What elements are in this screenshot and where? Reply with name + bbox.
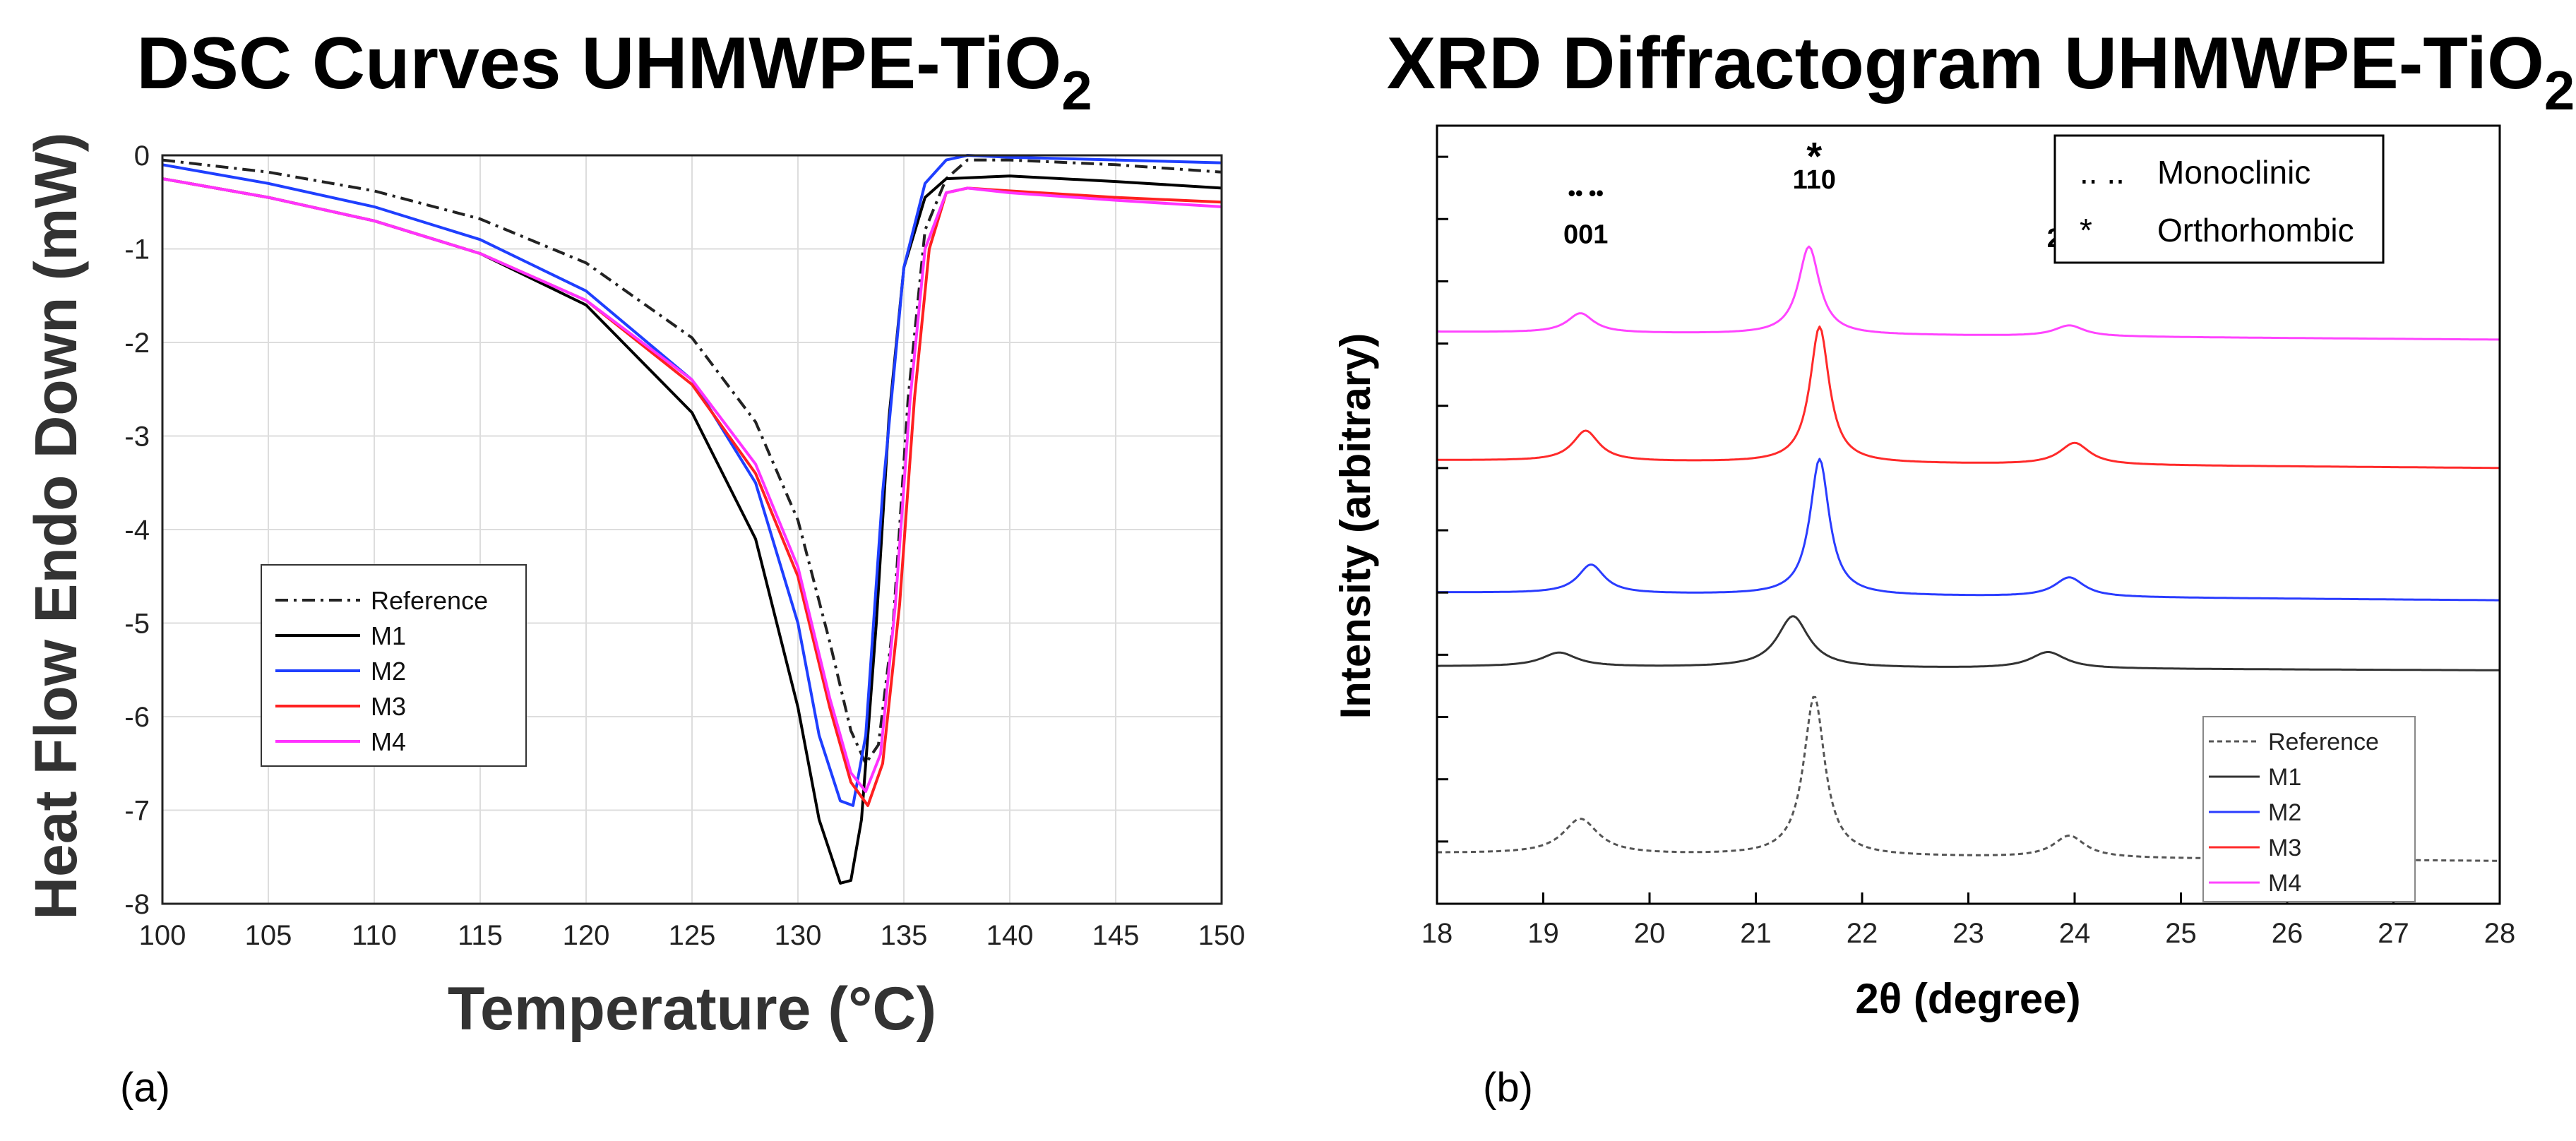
dsc-series-reference <box>162 158 1222 765</box>
dsc-x-tick-label: 140 <box>986 920 1034 951</box>
xrd-x-tick-label: 25 <box>2165 918 2197 949</box>
dsc-plot-frame <box>161 154 1223 905</box>
xrd-x-tick-label: 27 <box>2378 918 2409 949</box>
panel-a-label: (a) <box>120 1065 170 1111</box>
dsc-x-tick-label: 145 <box>1092 920 1140 951</box>
xrd-peak-annotation: 110 <box>1793 165 1836 195</box>
xrd-phase-legend-box <box>2053 134 2385 264</box>
dsc-x-tick-label: 105 <box>245 920 292 951</box>
xrd-x-tick-label: 28 <box>2484 918 2516 949</box>
xrd-y-axis-label: Intensity (arbitrary) <box>1332 333 1379 719</box>
dsc-legend-label: M3 <box>371 692 406 721</box>
xrd-legend-label: M2 <box>2268 799 2301 826</box>
dsc-x-tick-label: 135 <box>881 920 928 951</box>
xrd-series-lines <box>1437 245 2500 862</box>
dsc-x-tick-label: 115 <box>458 920 503 951</box>
xrd-peak-annotations: •• ••001*110*200 <box>1563 134 2092 253</box>
dsc-y-tick-label: 0 <box>134 141 150 172</box>
dsc-series-lines <box>162 154 1222 885</box>
dsc-legend-label: M1 <box>371 621 406 650</box>
xrd-chart: XRD Diffractogram UHMWPE-TiO2 18 19 20 21 22… <box>1332 23 2575 1022</box>
dsc-x-tick-label: 100 <box>139 920 186 951</box>
xrd-y-tick-marks <box>1437 155 1448 905</box>
dsc-y-tick-label: -5 <box>124 609 150 640</box>
xrd-x-tick-label: 22 <box>1847 918 1878 949</box>
dsc-x-tick-labels: 100 105 110 115 120 125 130 135 140 145 150 <box>139 920 1246 951</box>
xrd-x-tick-label: 26 <box>2272 918 2303 949</box>
xrd-series-m1 <box>1437 615 2500 671</box>
dsc-y-tick-label: -6 <box>124 702 150 733</box>
dsc-x-axis-label: Temperature (°C) <box>448 975 936 1043</box>
dsc-y-tick-label: -1 <box>124 234 150 265</box>
xrd-x-tick-label: 24 <box>2059 918 2091 949</box>
dsc-y-tick-label: -7 <box>124 796 150 827</box>
dsc-x-tick-label: 150 <box>1198 920 1246 951</box>
xrd-x-tick-label: 18 <box>1421 918 1453 949</box>
dsc-y-tick-label: -3 <box>124 422 150 453</box>
dsc-title-subscript: 2 <box>1061 59 1092 121</box>
xrd-legend-box <box>2202 716 2416 902</box>
xrd-phase-label: Orthorhombic <box>2157 212 2354 249</box>
xrd-phase-label: Monoclinic <box>2157 154 2310 191</box>
xrd-phase-legend-items: .. .. Monoclinic * Orthorhombic <box>2080 154 2354 249</box>
xrd-series-m3 <box>1437 325 2500 470</box>
xrd-x-tick-label: 19 <box>1527 918 1559 949</box>
dsc-x-tick-label: 110 <box>352 920 397 951</box>
dsc-y-tick-labels: -8 -7 -6 -5 -4 -3 -2 -1 0 <box>124 141 150 920</box>
xrd-phase-marker: .. .. <box>2080 154 2125 191</box>
panel-b-label: (b) <box>1483 1065 1533 1111</box>
dsc-title: DSC Curves UHMWPE-TiO2 <box>136 23 1092 121</box>
dsc-x-tick-label: 120 <box>563 920 610 951</box>
dsc-legend-label: M2 <box>371 657 406 686</box>
dsc-y-tick-label: -8 <box>124 889 150 920</box>
dsc-legend-items: Reference M1 M2 M3 M4 <box>275 586 488 756</box>
dsc-series-m4 <box>162 177 1222 793</box>
xrd-x-tick-label: 20 <box>1634 918 1666 949</box>
xrd-x-tick-label: 21 <box>1740 918 1772 949</box>
dsc-y-tick-label: -2 <box>124 328 150 359</box>
xrd-legend: Reference M1 M2 M3 M4 <box>2202 716 2416 902</box>
dsc-y-axis-label: Heat Flow Endo Down (mW) <box>23 132 89 919</box>
dsc-legend-label: M4 <box>371 727 406 756</box>
xrd-peak-annotation: 001 <box>1563 220 1608 249</box>
dsc-legend: Reference M1 M2 M3 M4 <box>261 564 527 767</box>
dsc-y-tick-label: -4 <box>124 515 150 546</box>
dsc-gridlines <box>162 155 1222 904</box>
xrd-x-tick-label: 23 <box>1952 918 1984 949</box>
xrd-title-subscript: 2 <box>2544 59 2575 121</box>
xrd-phase-legend: .. .. Monoclinic * Orthorhombic <box>2053 134 2385 264</box>
xrd-x-axis-label: 2θ (degree) <box>1855 975 2080 1022</box>
dsc-x-tick-label: 130 <box>775 920 822 951</box>
xrd-legend-label: M1 <box>2268 764 2301 791</box>
xrd-peak-annotation: •• •• <box>1568 182 1604 205</box>
xrd-legend-label: Reference <box>2268 729 2379 755</box>
dsc-x-tick-label: 125 <box>669 920 716 951</box>
dsc-legend-label: Reference <box>371 586 488 615</box>
xrd-series-m2 <box>1437 458 2500 602</box>
xrd-phase-marker: * <box>2080 212 2092 249</box>
xrd-legend-items: Reference M1 M2 M3 M4 <box>2209 729 2379 897</box>
xrd-legend-label: M3 <box>2268 835 2301 861</box>
xrd-title: XRD Diffractogram UHMWPE-TiO2 <box>1387 23 2575 121</box>
xrd-series-m4 <box>1437 245 2500 341</box>
dsc-chart: DSC Curves UHMWPE-TiO2 100 105 110 115 120 12… <box>23 23 1245 1043</box>
xrd-legend-label: M4 <box>2268 870 2301 897</box>
dsc-legend-box <box>261 564 527 767</box>
xrd-x-tick-labels: 18 19 20 21 22 23 24 25 26 27 28 <box>1421 892 2516 949</box>
xrd-peak-annotation: * <box>1806 134 1822 179</box>
xrd-series-reference <box>1437 695 2500 862</box>
